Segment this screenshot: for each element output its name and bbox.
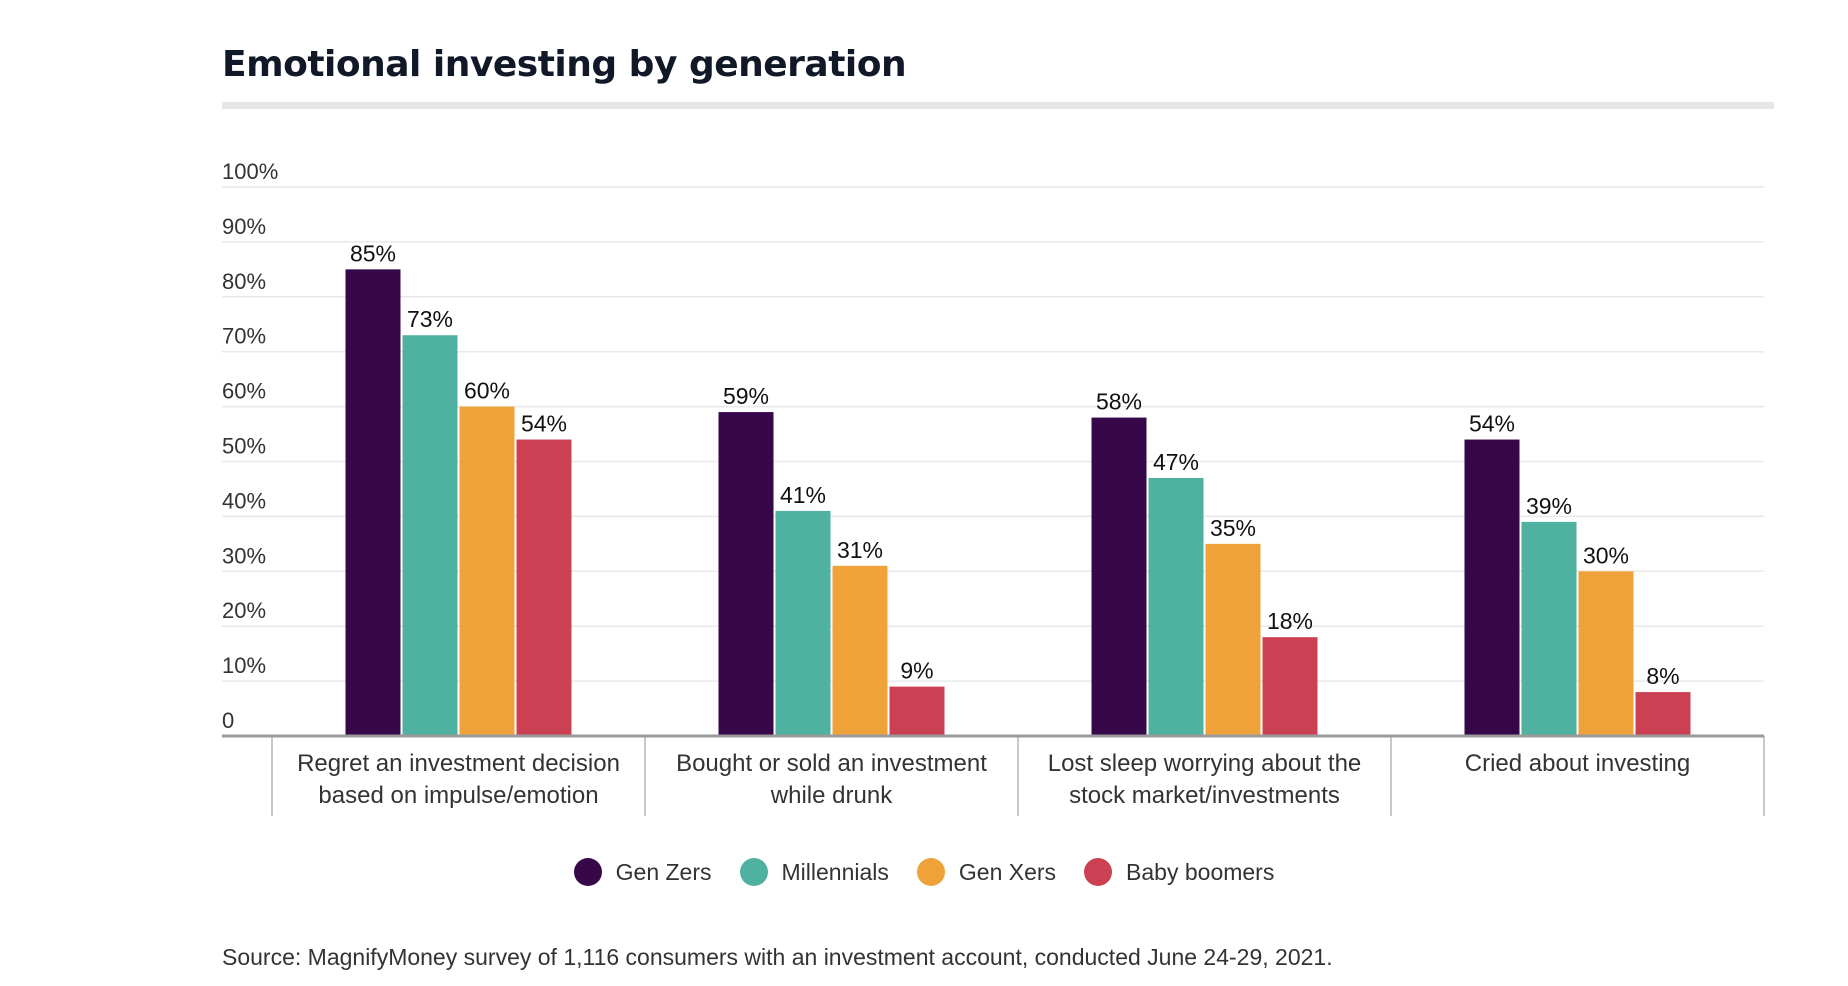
title-divider — [222, 102, 1774, 109]
category-label: Regret an investment decision — [297, 750, 620, 777]
y-tick-label: 70% — [222, 324, 266, 349]
bar — [459, 406, 515, 736]
bar-value-label: 85% — [350, 240, 396, 266]
legend-item: Gen Xers — [916, 858, 1057, 886]
category-label: Cried about investing — [1465, 750, 1690, 777]
y-tick-label: 0 — [222, 708, 234, 733]
y-tick-label: 80% — [222, 269, 266, 294]
bar-value-label: 54% — [1469, 411, 1515, 437]
category-label: Lost sleep worrying about the — [1048, 750, 1362, 777]
y-tick-label: 30% — [222, 543, 266, 568]
legend-label: Baby boomers — [1126, 858, 1275, 885]
bar — [1205, 543, 1261, 736]
bar — [1148, 477, 1204, 736]
category-label: Bought or sold an investment — [676, 750, 987, 777]
legend-item: Millennials — [739, 858, 889, 886]
bar-value-label: 60% — [464, 378, 510, 404]
bar — [345, 269, 401, 736]
bar — [718, 412, 774, 736]
y-tick-label: 40% — [222, 488, 266, 513]
bar — [1262, 637, 1318, 736]
bar — [1464, 439, 1520, 736]
bar-value-label: 8% — [1646, 663, 1679, 689]
bar-value-label: 41% — [780, 482, 826, 508]
bar-value-label: 39% — [1526, 493, 1572, 519]
y-tick-label: 60% — [222, 379, 266, 404]
bar-value-label: 9% — [900, 658, 933, 684]
chart-legend: Gen Zers Millennials Gen Xers Baby boomers — [0, 858, 1848, 886]
bar-value-label: 30% — [1583, 542, 1629, 568]
legend-swatch — [1084, 858, 1113, 886]
y-tick-label: 90% — [222, 214, 266, 239]
legend-label: Millennials — [781, 858, 889, 885]
y-tick-label: 100% — [222, 159, 278, 184]
bar — [1578, 571, 1634, 736]
y-tick-label: 20% — [222, 598, 266, 623]
bar — [1521, 521, 1577, 736]
bar-value-label: 31% — [837, 537, 883, 563]
bar — [402, 335, 458, 736]
category-label: stock market/investments — [1069, 782, 1340, 809]
legend-label: Gen Xers — [958, 858, 1057, 885]
bar-value-label: 47% — [1153, 449, 1199, 475]
bar — [1091, 417, 1147, 736]
legend-label: Gen Zers — [615, 858, 712, 885]
bar-value-label: 35% — [1210, 515, 1256, 541]
bar-value-label: 18% — [1267, 608, 1313, 634]
bar — [889, 686, 945, 736]
bar-value-label: 73% — [407, 306, 453, 332]
legend-item: Baby boomers — [1084, 858, 1274, 886]
bar — [516, 439, 572, 736]
y-tick-label: 50% — [222, 434, 266, 459]
bar — [1635, 692, 1691, 736]
legend-swatch — [739, 858, 768, 886]
legend-item: Gen Zers — [573, 858, 712, 886]
chart-title: Emotional investing by generation — [222, 44, 907, 85]
bar — [832, 565, 888, 736]
legend-swatch — [916, 858, 945, 886]
bar — [775, 510, 831, 736]
legend-swatch — [573, 858, 602, 886]
source-note: Source: MagnifyMoney survey of 1,116 con… — [222, 944, 1333, 970]
bar-value-label: 54% — [521, 411, 567, 437]
category-label: while drunk — [770, 782, 893, 809]
y-tick-label: 10% — [222, 653, 266, 678]
bar-value-label: 59% — [723, 383, 769, 409]
bar-value-label: 58% — [1096, 389, 1142, 415]
bar-chart: 0 10% 20% 30% 40% 50% 60% 70% 80% 90% 100% 85% 73% 60… — [222, 159, 1765, 816]
category-label: based on impulse/emotion — [318, 782, 598, 809]
